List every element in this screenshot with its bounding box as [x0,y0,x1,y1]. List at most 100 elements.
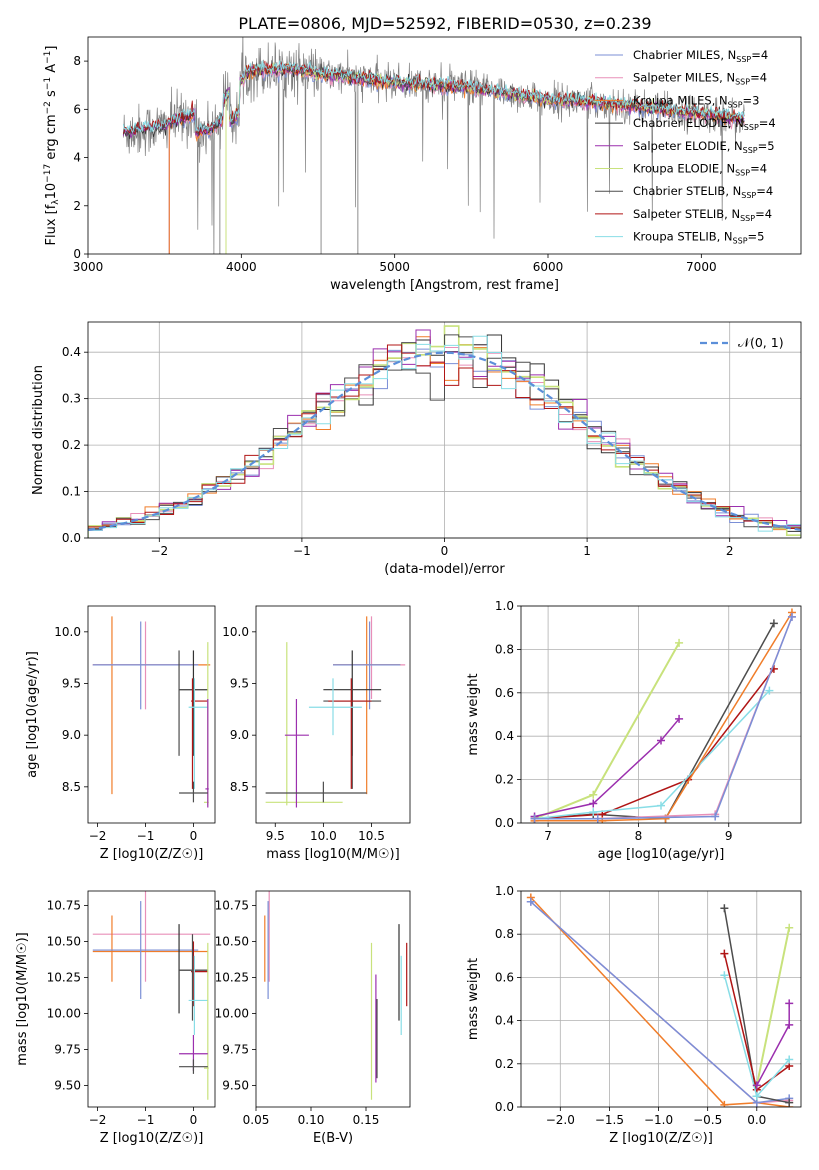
plot-area [122,37,745,254]
x-tick-label: −1.0 [644,1113,673,1127]
y-tick-label: 0.4 [495,729,514,743]
x-tick-label: 0.0 [747,1113,766,1127]
x-tick-label: 4000 [226,260,257,274]
legend-name: Salpeter STELIB, N [633,207,740,221]
x-axis-label: (data-model)/error [384,562,505,577]
spectrum-panel: 3000 4000 5000 6000 7000 0 2 4 6 8 wavelength [Ang… [43,36,802,293]
x-tick-label: 5000 [379,260,410,274]
x-tick-label: −1 [137,1113,155,1127]
y-label-part: −2 [43,101,53,114]
y-tick-label: 8.5 [62,780,81,794]
weight-line-0 [530,896,790,1107]
legend-count: =3 [743,93,760,107]
axes-frame [255,890,411,1108]
y-tick-label: 0.2 [62,438,81,452]
y-tick-label: 0.0 [62,531,81,545]
y-tick-label: 10.25 [47,970,81,984]
axes-frame [255,605,411,824]
legend-entry-7: Salpeter STELIB, NSSP=4 [633,207,772,223]
y-tick-label: 9.50 [222,1078,249,1092]
x-tick-label: 8 [635,829,643,843]
y-tick-label: 10.50 [215,934,249,948]
x-tick-label: 0 [190,829,198,843]
legend-entry-2: Kroupa MILES, NSSP=3 [633,93,759,109]
x-tick-label: −1 [293,544,311,558]
legend-entry-1: Salpeter MILES, NSSP=4 [633,71,767,87]
y-axis-label: mass weight [466,958,481,1040]
y-axis-label: mass weight [466,673,481,755]
legend-count: =4 [759,116,776,130]
y-label-part: λ [51,199,61,205]
weight-marker-2 [526,897,535,906]
y-tick-label: 8.5 [230,780,249,794]
x-tick-label: −2 [150,544,168,558]
y-tick-label: 0.8 [495,642,514,656]
y-tick-label: 8 [73,54,81,68]
weight-line-1 [534,718,680,818]
legend-count: =4 [750,71,767,85]
legend-entry-normal: 𝒩(0, 1) [738,335,784,350]
legend-name: Chabrier STELIB, N [633,184,741,198]
legend-entry-0: Chabrier MILES, NSSP=4 [633,48,768,64]
weight-marker-2 [769,619,778,628]
y-tick-label: 10.0 [54,625,81,639]
y-tick-label: 9.75 [54,1042,81,1056]
residual-histogram-7 [88,344,801,538]
y-tick-label: 9.50 [54,1078,81,1092]
weight-marker-6 [785,923,794,932]
x-tick-label: 6000 [533,260,564,274]
y-tick-label: 0.2 [495,773,514,787]
plot-area [265,616,406,808]
x-tick-label: −0.5 [693,1113,722,1127]
axes-frame [520,605,802,824]
legend-sub: SSP [743,146,758,155]
x-axis-label: Z [log10(Z/Z☉)] [100,847,204,862]
model-spectrum-8 [122,60,745,134]
axes-frame [87,36,802,255]
y-tick-label: 0.3 [62,392,81,406]
x-tick-label: 7000 [686,260,717,274]
mass-vs-ebv-panel: 0.05 0.10 0.15 9.50 9.75 10.00 10.25 10.50 10.75… [215,890,411,1146]
y-tick-label: 9.5 [62,677,81,691]
figure-title: PLATE=0806, MJD=52592, FIBERID=0530, z=0… [238,14,651,33]
x-axis-label: Z [log10(Z/Z☉)] [609,1131,713,1146]
weight-line-7 [756,1003,790,1086]
legend-name: Chabrier MILES, N [633,48,736,62]
x-tick-label: 1 [583,544,591,558]
mass-weight-vs-age-panel: 7 8 9 0.0 0.2 0.4 0.6 0.8 1.0 age [log10(age/yr)]… [466,599,802,862]
x-axis-label: mass [log10(M/M☉)] [266,847,399,862]
y-label-part: −1 [43,51,53,64]
y-tick-label: 10.75 [47,898,81,912]
weight-marker-1 [589,799,598,808]
y-tick-label: 1.0 [495,884,514,898]
y-tick-label: 9.75 [222,1042,249,1056]
x-tick-label: −2 [89,829,107,843]
axes-frame [520,890,802,1108]
y-tick-label: 0.6 [495,970,514,984]
x-tick-label: 9 [725,829,733,843]
weight-marker-0 [675,638,684,647]
weight-marker-5 [720,971,729,980]
weight-marker-7 [711,812,720,821]
x-tick-label: −2 [89,1113,107,1127]
weight-marker-7 [752,1081,761,1090]
x-tick-label: 0 [441,544,449,558]
plot-area [92,616,211,808]
legend-entry-6: Chabrier STELIB, NSSP=4 [633,184,773,200]
legend-name: Chabrier ELODIE, N [633,116,744,130]
y-tick-label: 10.00 [215,1006,249,1020]
weight-marker-7 [530,814,539,823]
axes-frame [87,605,216,824]
plot-area [530,608,796,823]
weight-marker-1 [657,736,665,745]
legend-sub: SSP [741,191,756,200]
weight-marker-0 [720,1100,729,1107]
y-tick-label: 9.0 [230,728,249,742]
x-tick-label: −1.5 [595,1113,624,1127]
x-tick-label: 0.10 [298,1113,325,1127]
y-tick-label: 10.25 [215,970,249,984]
legend-sub: SSP [735,169,750,178]
y-label-part: −1 [43,77,53,90]
legend-sub: SSP [728,100,743,109]
y-tick-label: 1.0 [495,599,514,613]
